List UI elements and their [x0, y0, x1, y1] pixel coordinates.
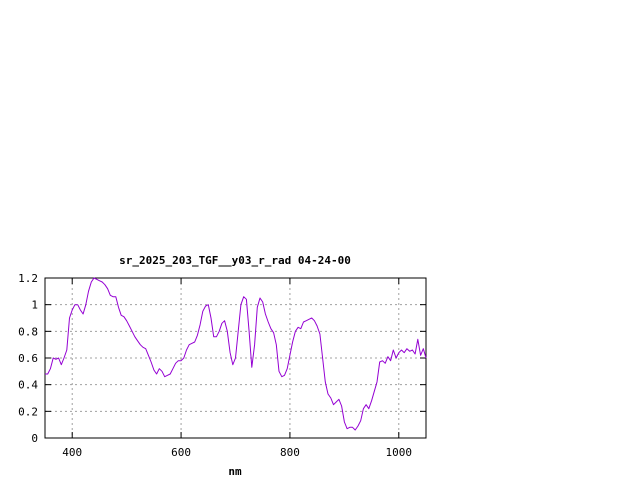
- series-line: [45, 277, 427, 431]
- data-series: [45, 277, 427, 431]
- chart-title: sr_2025_203_TGF__y03_r_rad 04-24-00: [119, 254, 351, 267]
- y-tick-label: 0: [31, 432, 38, 445]
- x-tick-label: 600: [171, 446, 191, 459]
- tick-labels: 400 600 800 1000 0 0.2 0.4 0.6 0.8 1 1.2: [18, 272, 412, 459]
- y-tick-label: 1.2: [18, 272, 38, 285]
- y-tick-label: 0.2: [18, 405, 38, 418]
- y-tick-label: 0.6: [18, 352, 38, 365]
- y-tick-label: 0.8: [18, 325, 38, 338]
- x-tick-label: 800: [280, 446, 300, 459]
- x-tick-label: 400: [62, 446, 82, 459]
- y-tick-label: 1: [31, 299, 38, 312]
- y-tick-label: 0.4: [18, 379, 38, 392]
- x-tick-label: 1000: [386, 446, 413, 459]
- x-axis-label: nm: [228, 465, 242, 478]
